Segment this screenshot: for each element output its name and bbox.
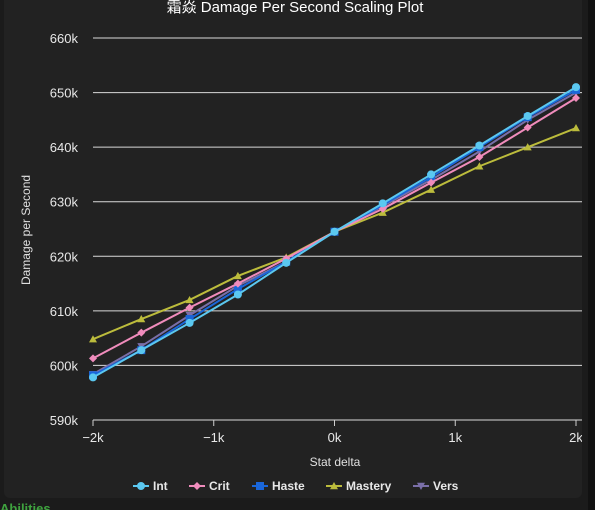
data-point[interactable] [427, 178, 436, 187]
legend-item-haste[interactable]: Haste [252, 479, 305, 493]
data-point[interactable] [523, 123, 532, 132]
data-point[interactable] [233, 271, 242, 280]
data-point[interactable] [427, 185, 436, 193]
x-tick-label: −2k [82, 430, 104, 445]
y-axis-label: Damage per Second [19, 175, 33, 285]
x-axis-label: Stat delta [310, 455, 361, 469]
data-point[interactable] [523, 143, 532, 151]
y-tick-label: 650k [50, 86, 79, 101]
data-point[interactable] [185, 295, 194, 304]
legend-label: Mastery [346, 479, 392, 493]
y-tick-label: 640k [50, 140, 79, 155]
y-tick-label: 620k [50, 249, 79, 264]
data-point[interactable] [427, 170, 436, 179]
data-point[interactable] [233, 285, 242, 294]
data-point[interactable] [330, 482, 338, 490]
data-point[interactable] [137, 315, 146, 323]
legend-label: Crit [209, 479, 230, 493]
legend-item-crit[interactable]: Crit [189, 479, 230, 493]
data-point[interactable] [137, 346, 146, 355]
data-point[interactable] [475, 162, 484, 170]
chart-panel: 霜焱 Damage Per Second Scaling Plot 590k 60… [4, 0, 582, 498]
data-point[interactable] [233, 290, 242, 299]
scaling-line-chart: 霜焱 Damage Per Second Scaling Plot 590k 60… [19, 0, 582, 493]
legend: Int Crit Haste Mastery Vers [133, 479, 459, 493]
series-int [89, 83, 580, 382]
y-tick-label: 600k [50, 358, 79, 373]
abilities-heading: Abilities [0, 501, 51, 510]
legend-label: Int [153, 479, 168, 493]
y-tick-label: 660k [50, 31, 79, 46]
data-point[interactable] [572, 124, 580, 132]
data-point[interactable] [89, 335, 97, 343]
data-point[interactable] [378, 199, 387, 208]
data-point[interactable] [89, 354, 97, 363]
data-point[interactable] [523, 112, 532, 121]
data-point[interactable] [572, 83, 580, 92]
y-tick-label: 590k [50, 413, 79, 428]
x-tick-label: −1k [203, 430, 225, 445]
data-point[interactable] [233, 279, 242, 288]
legend-label: Vers [433, 479, 459, 493]
legend-item-int[interactable]: Int [133, 479, 168, 493]
data-point[interactable] [185, 318, 194, 327]
data-point[interactable] [185, 303, 194, 312]
data-point[interactable] [137, 482, 145, 490]
scrollbar-track[interactable] [588, 0, 595, 510]
data-point[interactable] [256, 482, 264, 490]
data-point[interactable] [417, 482, 425, 490]
data-point[interactable] [137, 328, 146, 337]
legend-label: Haste [272, 479, 305, 493]
x-tick-label: 0k [328, 430, 342, 445]
data-point[interactable] [330, 227, 339, 236]
data-point[interactable] [89, 373, 97, 382]
y-axis-tick-labels: 590k 600k 610k 620k 630k 640k 650k 660k [50, 31, 79, 428]
series-lines [89, 83, 580, 382]
data-point[interactable] [475, 141, 484, 150]
y-tick-label: 610k [50, 304, 79, 319]
legend-item-mastery[interactable]: Mastery [326, 479, 392, 493]
x-tick-label: 1k [448, 430, 462, 445]
x-tick-label: 2k [569, 430, 582, 445]
data-point[interactable] [193, 482, 201, 490]
data-point[interactable] [572, 94, 580, 103]
chart-title: 霜焱 Damage Per Second Scaling Plot [167, 0, 425, 16]
data-point[interactable] [475, 152, 484, 161]
data-point[interactable] [282, 258, 291, 267]
legend-item-vers[interactable]: Vers [413, 479, 459, 493]
grid-lines [93, 37, 582, 421]
y-tick-label: 630k [50, 195, 79, 210]
x-axis-tick-labels: −2k −1k 0k 1k 2k [82, 420, 582, 445]
